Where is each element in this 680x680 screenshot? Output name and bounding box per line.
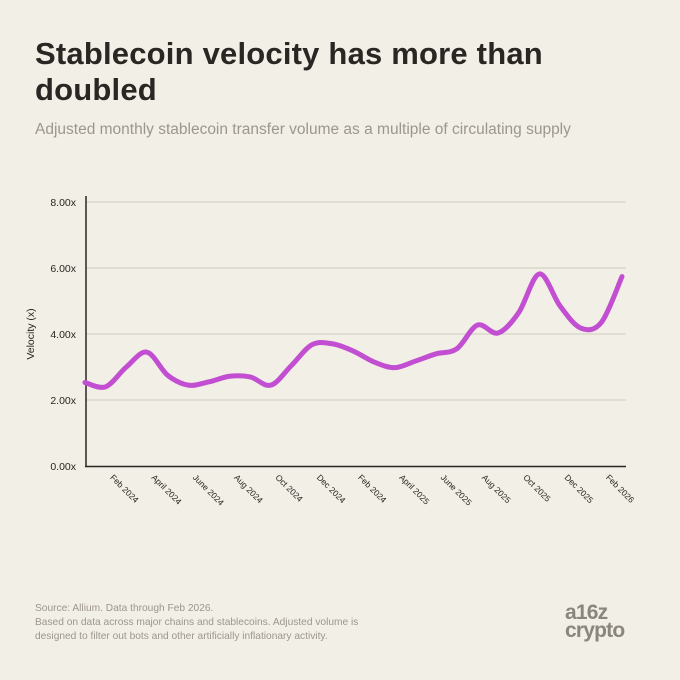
- y-tick-label: 2.00x: [50, 395, 76, 407]
- series-line: [82, 271, 625, 390]
- x-tick-label: April 2024: [150, 472, 184, 506]
- x-tick-label: Oct 2025: [521, 472, 553, 504]
- chart-subtitle: Adjusted monthly stablecoin transfer vol…: [35, 121, 571, 138]
- footer-notes: Source: Allium. Data through Feb 2026. B…: [35, 602, 358, 644]
- y-tick-label: 6.00x: [50, 263, 76, 275]
- x-tick-label: June 2024: [191, 472, 226, 507]
- y-axis-label: Velocity (x): [25, 308, 37, 359]
- x-tick-label: Oct 2024: [273, 472, 305, 504]
- x-tick-label: Aug 2024: [232, 472, 265, 505]
- a16z-crypto-logo: a16z crypto: [565, 601, 625, 642]
- chart-title: Stablecoin velocity has more than double…: [35, 36, 543, 107]
- x-tick-label: Feb 2026: [604, 472, 637, 505]
- x-tick-label: Dec 2025: [563, 472, 596, 505]
- method-note-2: designed to filter out bots and other ar…: [35, 631, 328, 642]
- x-tick-label: Feb 2024: [108, 472, 141, 505]
- x-tick-label: Dec 2024: [315, 472, 348, 505]
- y-tick-label: 0.00x: [50, 461, 76, 473]
- source-note: Source: Allium. Data through Feb 2026.: [35, 603, 214, 614]
- x-tick-label: Feb 2024: [356, 472, 389, 505]
- x-tick-label: Aug 2025: [480, 472, 513, 505]
- gridlines: [86, 201, 626, 401]
- x-tick-label: June 2025: [439, 472, 474, 507]
- method-note-1: Based on data across major chains and st…: [35, 617, 359, 628]
- y-tick-label: 8.00x: [50, 197, 76, 209]
- x-tick-labels: Feb 2024 April 2024 June 2024 Aug 2024 Oct 2…: [108, 472, 636, 507]
- y-tick-label: 4.00x: [50, 329, 76, 341]
- x-tick-label: April 2025: [397, 472, 431, 506]
- y-tick-labels: 0.00x 2.00x 4.00x 6.00x 8.00x: [50, 197, 76, 473]
